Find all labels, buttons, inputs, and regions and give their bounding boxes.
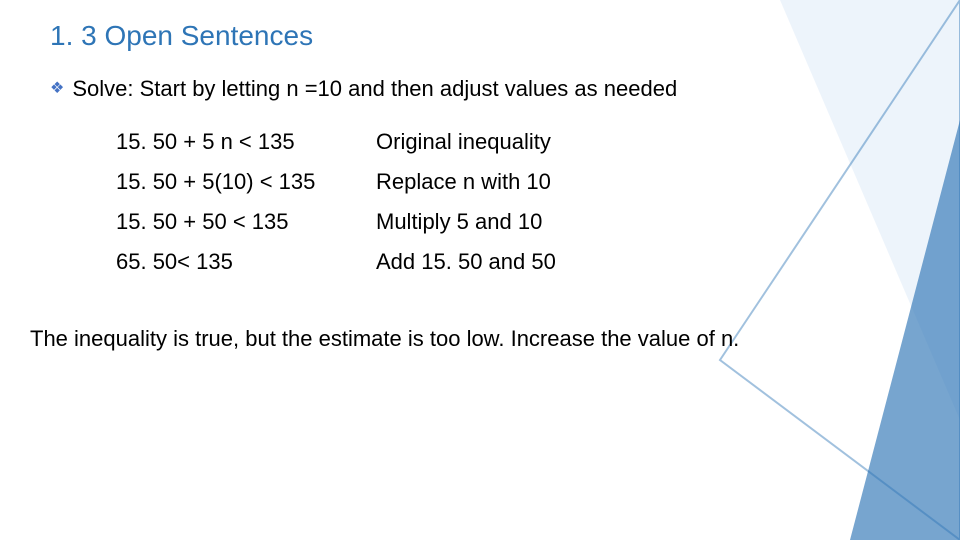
step-row: 15. 50 + 5 n < 135Original inequality [116,122,556,162]
bg-triangle-light [780,0,960,420]
slide: 1. 3 Open Sentences ❖ Solve: Start by le… [0,0,960,540]
step-description: Add 15. 50 and 50 [376,242,556,282]
step-expression: 15. 50 + 5(10) < 135 [116,162,376,202]
bullet-body: Start by letting n =10 and then adjust v… [140,76,678,101]
step-expression: 15. 50 + 5 n < 135 [116,122,376,162]
bullet-label: Solve: [72,76,133,101]
step-description: Replace n with 10 [376,162,556,202]
step-row: 65. 50< 135Add 15. 50 and 50 [116,242,556,282]
step-row: 15. 50 + 5(10) < 135Replace n with 10 [116,162,556,202]
step-description: Multiply 5 and 10 [376,202,556,242]
diamond-bullet-icon: ❖ [50,78,64,98]
step-expression: 65. 50< 135 [116,242,376,282]
steps-table: 15. 50 + 5 n < 135Original inequality15.… [116,122,556,282]
step-expression: 15. 50 + 50 < 135 [116,202,376,242]
conclusion-text: The inequality is true, but the estimate… [30,324,920,354]
bullet-row: ❖ Solve: Start by letting n =10 and then… [50,74,920,104]
step-description: Original inequality [376,122,556,162]
bullet-text: Solve: Start by letting n =10 and then a… [72,74,677,104]
step-row: 15. 50 + 50 < 135Multiply 5 and 10 [116,202,556,242]
slide-title: 1. 3 Open Sentences [50,20,920,52]
